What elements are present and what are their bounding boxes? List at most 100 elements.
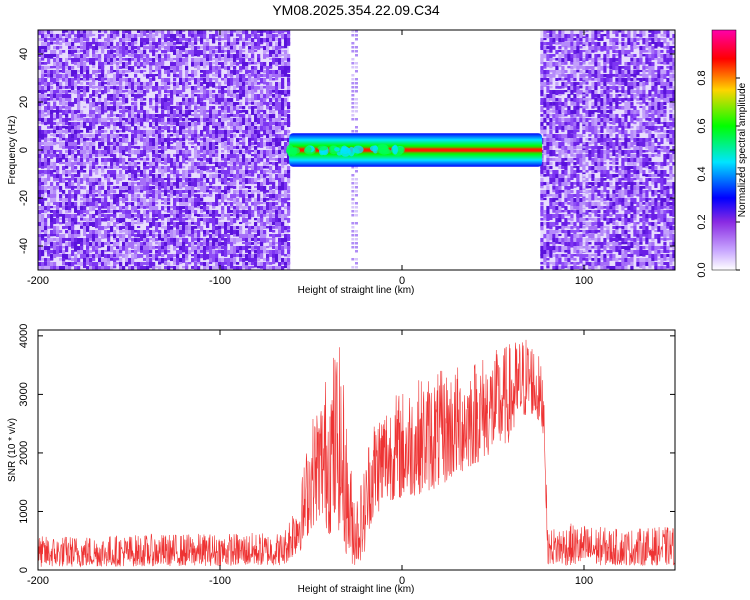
noise-cell xyxy=(540,182,544,189)
noise-cell xyxy=(86,162,90,165)
noise-cell xyxy=(83,238,87,243)
noise-cell xyxy=(564,258,568,262)
noise-cell xyxy=(552,70,556,76)
noise-cell xyxy=(251,170,255,177)
noise-cell xyxy=(101,198,105,203)
noise-cell xyxy=(125,194,129,198)
noise-cell xyxy=(89,178,93,185)
noise-cell xyxy=(179,174,183,177)
noise-cell xyxy=(131,190,135,195)
noise-cell xyxy=(65,30,69,33)
noise-cell xyxy=(137,86,141,90)
noise-cell xyxy=(582,254,586,259)
noise-cell xyxy=(74,170,78,173)
noise-cell xyxy=(227,86,231,90)
noise-cell xyxy=(272,58,276,64)
noise-cell xyxy=(146,178,150,183)
noise-cell xyxy=(164,230,168,234)
noise-cell xyxy=(540,42,544,49)
noise-cell xyxy=(107,78,111,85)
noise-cell xyxy=(561,142,565,149)
noise-cell xyxy=(131,226,135,232)
noise-cell xyxy=(552,102,556,106)
noise-cell xyxy=(44,210,48,214)
noise-cell xyxy=(558,186,562,193)
noise-cell xyxy=(101,90,105,95)
noise-cell xyxy=(146,130,150,137)
noise-cell xyxy=(558,162,562,166)
noise-cell xyxy=(275,90,279,96)
noise-cell xyxy=(128,222,132,227)
noise-cell xyxy=(191,266,195,269)
noise-cell xyxy=(239,238,243,242)
noise-cell xyxy=(131,146,135,149)
noise-cell xyxy=(92,70,96,75)
noise-cell xyxy=(47,126,51,129)
noise-cell xyxy=(89,218,93,222)
noise-cell xyxy=(585,138,589,141)
noise-cell xyxy=(549,118,553,124)
noise-cell xyxy=(134,98,138,102)
noise-cell xyxy=(161,46,165,49)
noise-cell xyxy=(38,178,42,185)
noise-cell xyxy=(552,174,556,181)
noise-cell xyxy=(573,202,577,208)
noise-cell xyxy=(227,30,231,34)
noise-cell xyxy=(215,94,219,99)
noise-cell xyxy=(143,262,147,265)
noise-cell xyxy=(275,246,279,251)
noise-cell xyxy=(167,106,171,113)
noise-cell xyxy=(107,146,111,151)
noise-cell xyxy=(284,42,288,49)
noise-cell xyxy=(224,74,228,79)
noise-cell xyxy=(215,134,219,141)
noise-cell xyxy=(242,142,246,148)
noise-cell xyxy=(284,162,288,166)
noise-cell xyxy=(260,114,264,119)
noise-cell xyxy=(576,126,580,130)
noise-cell xyxy=(128,62,132,65)
noise-cell xyxy=(59,110,63,113)
noise-cell xyxy=(146,218,150,223)
noise-cell xyxy=(266,206,270,213)
noise-cell xyxy=(167,206,171,211)
noise-cell xyxy=(158,42,162,46)
noise-cell xyxy=(245,70,249,76)
noise-cell xyxy=(173,238,177,244)
noise-cell xyxy=(206,166,210,171)
noise-cell xyxy=(128,234,132,239)
noise-cell xyxy=(113,150,117,154)
noise-cell xyxy=(101,146,105,149)
noise-cell xyxy=(68,150,72,156)
noise-cell xyxy=(212,154,216,157)
noise-cell xyxy=(224,110,228,114)
noise-cell xyxy=(122,238,126,245)
noise-cell xyxy=(86,190,90,197)
noise-cell xyxy=(248,166,252,169)
noise-cell xyxy=(119,214,123,218)
noise-cell xyxy=(50,118,54,123)
noise-cell xyxy=(197,246,201,250)
noise-cell xyxy=(588,198,592,205)
noise-cell xyxy=(53,226,57,232)
noise-cell xyxy=(98,58,102,65)
noise-cell xyxy=(95,130,99,134)
noise-cell xyxy=(561,42,565,48)
noise-cell xyxy=(134,162,138,168)
noise-cell xyxy=(137,82,141,87)
noise-cell xyxy=(585,126,589,132)
noise-cell xyxy=(101,78,105,83)
noise-cell xyxy=(38,246,42,251)
noise-cell xyxy=(245,246,249,253)
noise-cell xyxy=(86,146,90,151)
noise-cell xyxy=(116,94,120,101)
noise-cell xyxy=(212,210,216,216)
noise-cell xyxy=(125,74,129,77)
noise-cell xyxy=(570,122,574,127)
noise-cell xyxy=(284,182,288,187)
noise-cell xyxy=(546,266,550,269)
noise-cell xyxy=(555,266,559,270)
noise-cell xyxy=(546,86,550,93)
noise-cell xyxy=(197,166,201,170)
noise-cell xyxy=(155,218,159,221)
